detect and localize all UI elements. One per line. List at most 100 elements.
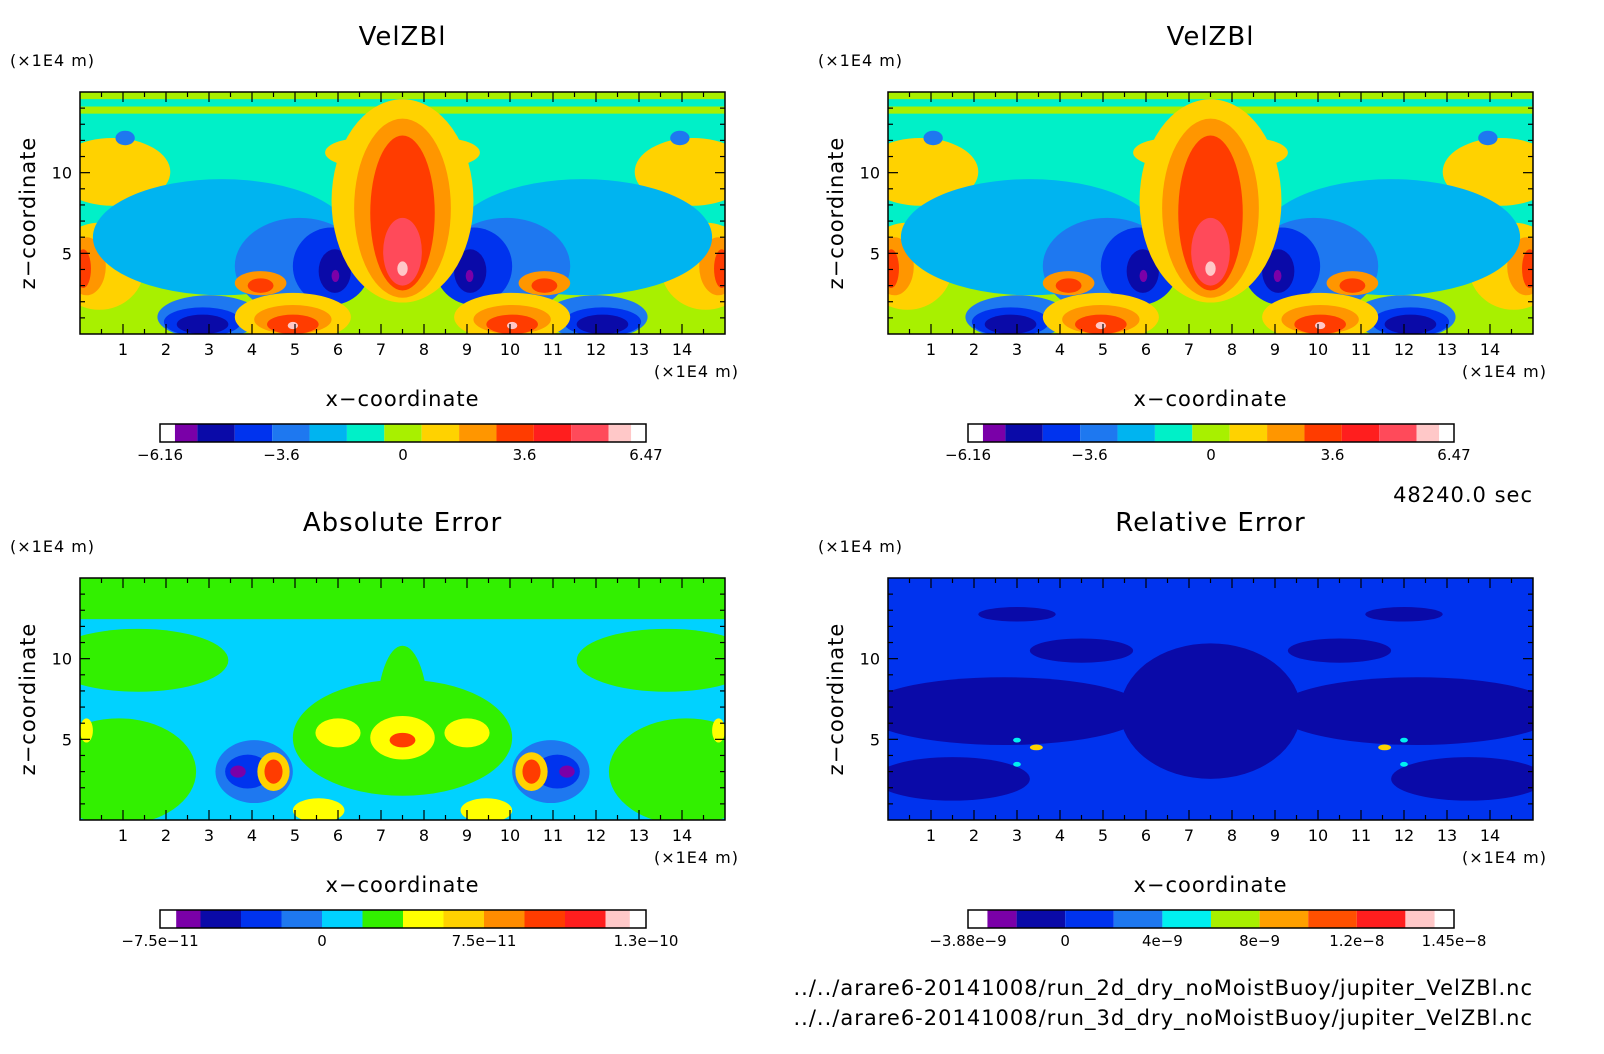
field-blob <box>1191 217 1230 286</box>
x-tick-label: 1 <box>926 340 936 359</box>
colorbar-swatch <box>1005 424 1043 442</box>
colorbar-tick-label: 0 <box>398 446 408 464</box>
colorbar-swatch <box>1379 424 1417 442</box>
x-unit-label: (×1E4 m) <box>654 848 739 867</box>
x-tick-label: 12 <box>1394 340 1414 359</box>
colorbar-tick-label: 0 <box>1060 932 1070 950</box>
field-blob <box>634 137 725 206</box>
x-tick-label: 6 <box>1141 340 1151 359</box>
field-blob <box>1029 638 1134 663</box>
field-blob <box>389 732 416 748</box>
field-blob <box>522 759 541 784</box>
colorbar-swatch <box>322 910 363 928</box>
field-blob <box>576 628 725 692</box>
field-blob <box>712 718 725 743</box>
colorbar-swatch <box>524 910 565 928</box>
colorbar-swatch <box>987 910 1017 928</box>
colorbar-swatch <box>459 424 497 442</box>
x-tick-label: 14 <box>672 826 692 845</box>
x-tick-label: 6 <box>333 340 343 359</box>
y-tick-label: 5 <box>870 730 880 749</box>
time-label: 48240.0 sec <box>1393 483 1533 507</box>
colorbar-swatch <box>443 910 484 928</box>
panel-title: VelZBl <box>359 22 447 52</box>
colorbar-swatch <box>1042 424 1081 442</box>
colorbar-swatch <box>1304 424 1342 442</box>
x-axis-label: x−coordinate <box>1133 387 1287 411</box>
field-blob <box>923 130 943 146</box>
colorbar-swatch <box>571 424 609 442</box>
colorbar-swatch <box>1113 910 1163 928</box>
x-tick-label: 2 <box>969 826 979 845</box>
colorbar-swatch <box>1341 424 1380 442</box>
colorbar-tick-label: −6.16 <box>137 446 183 464</box>
field-blob <box>80 628 229 692</box>
field-blob <box>80 249 91 289</box>
field-blob <box>225 754 271 789</box>
colorbar-swatch <box>1192 424 1230 442</box>
colorbar-swatch <box>484 910 525 928</box>
colorbar-frame <box>159 423 647 443</box>
colorbar: −3.88e−9 0 4e−9 8e−9 1.2e−8 1.45e−8 <box>929 909 1486 950</box>
x-tick-label: 2 <box>161 826 171 845</box>
x-tick-label: 12 <box>1394 826 1414 845</box>
field-blob <box>264 759 283 784</box>
y-axis-label: z−coordinate <box>824 623 848 776</box>
colorbar: −6.16 −3.6 0 3.6 6.47 <box>945 423 1471 464</box>
colorbar-swatch <box>1080 424 1118 442</box>
y-tick-label: 10 <box>52 650 72 669</box>
colorbar-swatch <box>200 910 241 928</box>
x-unit-label: (×1E4 m) <box>1462 848 1547 867</box>
x-tick-label: 3 <box>204 340 214 359</box>
x-tick-label: 4 <box>247 340 257 359</box>
colorbar-tick-label: 1.2e−8 <box>1329 932 1384 950</box>
colorbar-swatch <box>1405 910 1435 928</box>
colorbar-frame <box>967 909 1455 929</box>
colorbar: −6.16 −3.6 0 3.6 6.47 <box>137 423 663 464</box>
colorbar-swatch <box>1117 424 1155 442</box>
y-tick-label: 5 <box>870 244 880 263</box>
x-tick-label: 14 <box>672 340 692 359</box>
colorbar: −7.5e−11 0 7.5e−11 1.3e−10 <box>121 909 678 950</box>
y-axis-label: z−coordinate <box>16 623 40 776</box>
x-tick-label: 6 <box>333 826 343 845</box>
x-tick-label: 14 <box>1480 340 1500 359</box>
field-blob <box>1055 278 1082 293</box>
colorbar-tick-label: 4e−9 <box>1142 932 1183 950</box>
x-tick-label: 10 <box>1308 826 1328 845</box>
x-tick-label: 12 <box>586 340 606 359</box>
field-blob <box>714 249 725 289</box>
field-blob <box>1120 643 1301 779</box>
colorbar-tick-label: −3.6 <box>1071 446 1107 464</box>
field-blob <box>1287 638 1392 663</box>
x-tick-label: 8 <box>1227 826 1237 845</box>
colorbar-swatch <box>565 910 606 928</box>
x-tick-label: 5 <box>1098 340 1108 359</box>
colorbar-tick-label: 0 <box>317 932 327 950</box>
field-blob <box>1339 278 1366 293</box>
x-tick-label: 13 <box>1437 826 1457 845</box>
field-blob <box>1384 314 1437 334</box>
field-blob <box>287 321 299 330</box>
field-blob <box>1522 249 1533 289</box>
y-axis-label: z−coordinate <box>824 137 848 290</box>
x-tick-label: 10 <box>500 340 520 359</box>
x-tick-label: 8 <box>419 340 429 359</box>
x-tick-label: 9 <box>462 340 472 359</box>
colorbar-swatch <box>1016 910 1066 928</box>
x-tick-label: 13 <box>629 826 649 845</box>
field-blob <box>1400 737 1408 743</box>
field-contours <box>888 578 1533 820</box>
colorbar-swatch <box>1065 910 1114 928</box>
y-tick-label: 10 <box>860 650 880 669</box>
colorbar-tick-label: −7.5e−11 <box>121 932 198 950</box>
field-blob <box>397 261 408 276</box>
x-tick-label: 7 <box>376 340 386 359</box>
colorbar-frame <box>967 423 1455 443</box>
x-tick-label: 5 <box>290 826 300 845</box>
field-blob <box>670 130 690 146</box>
colorbar-swatch <box>421 424 460 442</box>
